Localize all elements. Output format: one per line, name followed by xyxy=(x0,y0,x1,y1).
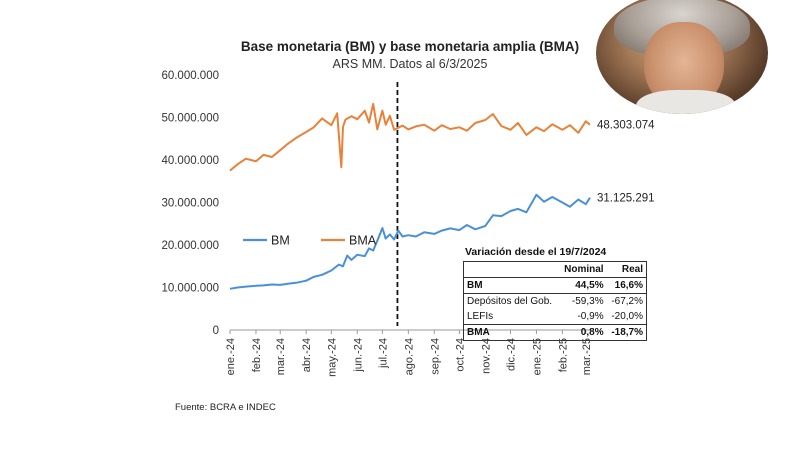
author-avatar xyxy=(596,0,768,114)
table-header-cell xyxy=(463,261,560,278)
x-tick-label: ago.-24 xyxy=(403,338,415,375)
variation-table-grid: Nominal Real BM 44,5% 16,6% Depósitos de… xyxy=(463,261,647,341)
x-tick-label: nov.-24 xyxy=(480,338,492,374)
table-cell: -18,7% xyxy=(606,324,647,341)
table-cell: -20,0% xyxy=(611,310,643,322)
table-cell: 0,8% xyxy=(559,324,607,341)
y-tick-label: 20.000.000 xyxy=(161,240,219,252)
table-row: BM 44,5% 16,6% xyxy=(463,277,647,294)
x-tick-label: mar.-24 xyxy=(275,338,287,375)
series-line-bm xyxy=(229,193,591,290)
y-tick-label: 10.000.000 xyxy=(161,283,219,295)
legend-label-bm: BM xyxy=(271,234,290,248)
table-cell: -0,9% xyxy=(577,310,604,322)
table-row: LEFIs -0,9% -20,0% xyxy=(464,309,647,325)
variation-table: Variación desde el 19/7/2024 Nominal Rea… xyxy=(463,246,647,341)
x-tick-label: ene.-24 xyxy=(225,338,237,375)
legend: BM BMA xyxy=(243,234,377,248)
table-cell: 16,6% xyxy=(606,277,647,294)
x-tick-label: oct.-24 xyxy=(454,338,466,372)
y-tick-label: 0 xyxy=(213,325,219,337)
y-tick-label: 50.000.000 xyxy=(161,113,219,125)
source-note: Fuente: BCRA e INDEC xyxy=(175,402,276,413)
x-tick-label: may.-24 xyxy=(326,338,338,377)
table-cell: 44,5% xyxy=(559,277,607,294)
y-axis: 0 10.000.000 20.000.000 30.000.000 40.000.00… xyxy=(161,70,219,337)
table-header-cell: Nominal xyxy=(559,261,607,278)
series-layer: 31.125.291 48.303.074 xyxy=(229,102,655,290)
series-line-bma xyxy=(229,102,591,172)
x-tick-label: abr.-24 xyxy=(301,338,313,372)
x-tick-label: jun.-24 xyxy=(352,338,364,373)
x-tick-label: jul.-24 xyxy=(377,338,389,369)
x-tick-label: sep.-24 xyxy=(429,338,441,375)
x-tick-label: feb.-25 xyxy=(557,338,569,372)
legend-label-bma: BMA xyxy=(349,234,377,248)
table-cell: Depósitos del Gob. xyxy=(467,295,553,307)
y-tick-label: 40.000.000 xyxy=(161,155,219,167)
table-cell: BM xyxy=(463,277,560,294)
chart-title: Base monetaria (BM) y base monetaria amp… xyxy=(241,39,579,54)
end-label-bma: 48.303.074 xyxy=(597,120,655,132)
x-tick-label: mar.-25 xyxy=(581,338,593,375)
y-tick-label: 30.000.000 xyxy=(161,198,219,210)
avatar-shirt xyxy=(636,90,736,114)
variation-table-title: Variación desde el 19/7/2024 xyxy=(465,246,607,258)
table-cell: -67,2% xyxy=(611,295,643,307)
x-axis: ene.-24 feb.-24 mar.-24 abr.-24 may.-24 jun.-… xyxy=(225,330,593,377)
table-row: Depósitos del Gob. -59,3% -67,2% xyxy=(464,294,647,310)
table-header-cell: Real xyxy=(606,261,647,278)
table-row: BMA 0,8% -18,7% xyxy=(463,324,647,341)
chart-subtitle: ARS MM. Datos al 6/3/2025 xyxy=(333,57,488,71)
x-tick-label: feb.-24 xyxy=(251,338,263,372)
table-header-row: Nominal Real xyxy=(463,261,647,278)
table-cell: -59,3% xyxy=(571,295,604,307)
table-cell: BMA xyxy=(463,324,560,341)
x-tick-label: ene.-25 xyxy=(531,338,543,375)
y-tick-label: 60.000.000 xyxy=(161,70,219,82)
table-cell: LEFIs xyxy=(467,310,494,322)
end-label-bm: 31.125.291 xyxy=(597,193,655,205)
x-tick-label: dic.-24 xyxy=(505,338,517,371)
